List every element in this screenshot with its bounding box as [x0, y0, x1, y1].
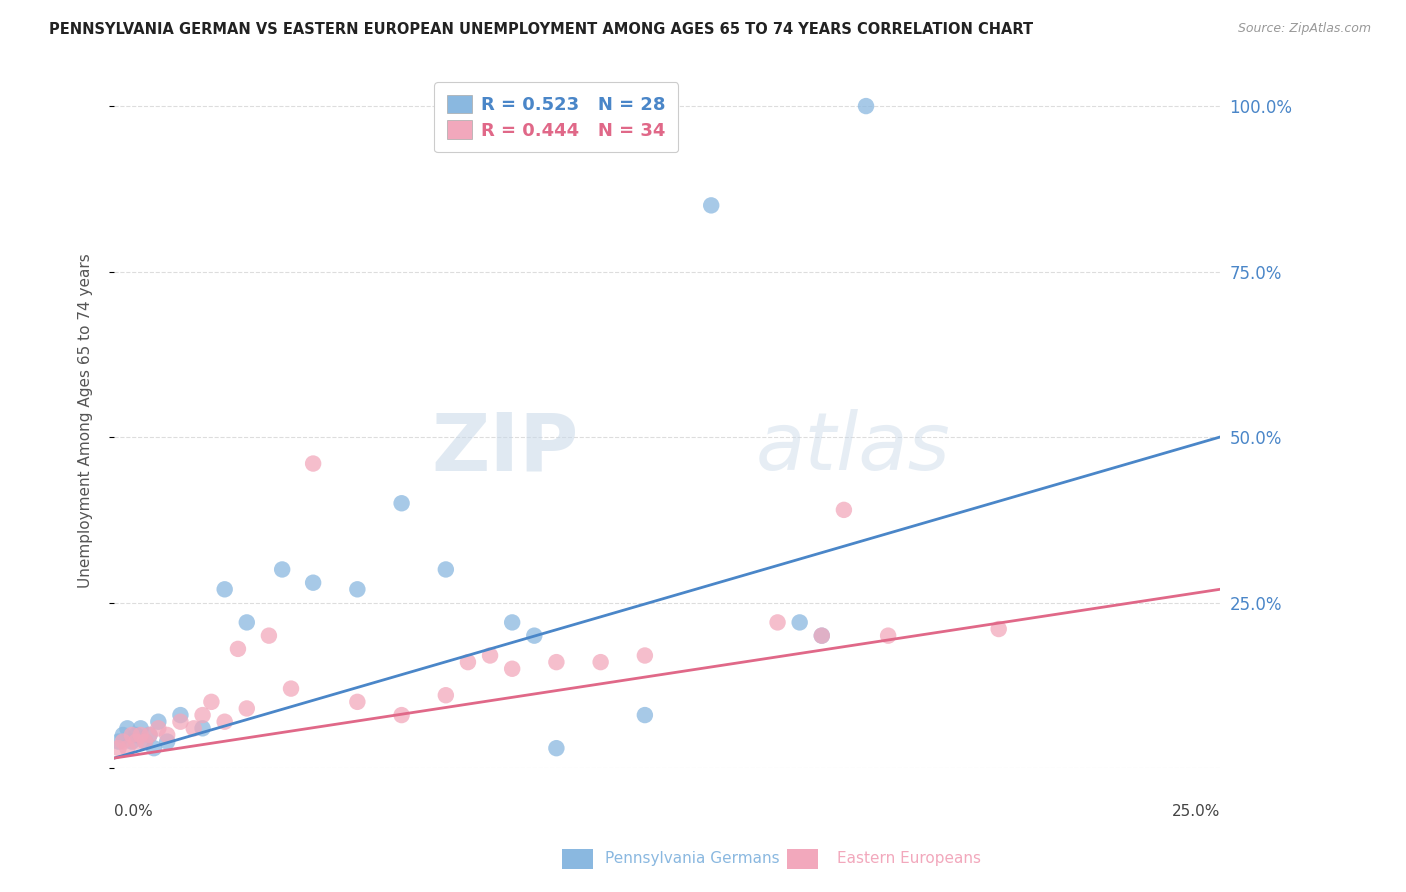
Point — [271, 562, 294, 576]
Y-axis label: Unemployment Among Ages 65 to 74 years: Unemployment Among Ages 65 to 74 years — [79, 253, 93, 588]
Point — [434, 562, 457, 576]
Point — [280, 681, 302, 696]
Point — [501, 662, 523, 676]
Point — [546, 741, 568, 756]
Point — [236, 701, 259, 715]
Point — [148, 722, 170, 736]
Point — [200, 695, 222, 709]
Point — [107, 734, 129, 748]
Point — [634, 648, 657, 663]
Text: atlas: atlas — [755, 409, 950, 487]
Legend: R = 0.523   N = 28, R = 0.444   N = 34: R = 0.523 N = 28, R = 0.444 N = 34 — [434, 82, 679, 153]
Point — [214, 714, 236, 729]
Point — [134, 734, 156, 748]
Point — [129, 728, 152, 742]
Text: Eastern Europeans: Eastern Europeans — [837, 851, 980, 865]
Point — [156, 734, 179, 748]
Point — [302, 457, 325, 471]
Point — [855, 99, 877, 113]
Point — [226, 641, 249, 656]
Point — [810, 629, 832, 643]
Point — [191, 708, 214, 723]
Point — [987, 622, 1010, 636]
Text: Pennsylvania Germans: Pennsylvania Germans — [605, 851, 779, 865]
Point — [134, 734, 156, 748]
Point — [214, 582, 236, 597]
Point — [236, 615, 259, 630]
Point — [257, 629, 280, 643]
Point — [634, 708, 657, 723]
Point — [832, 503, 855, 517]
Point — [479, 648, 502, 663]
Point — [107, 741, 129, 756]
Text: 0.0%: 0.0% — [114, 805, 153, 820]
Point — [766, 615, 789, 630]
Point — [138, 728, 160, 742]
Point — [391, 708, 413, 723]
Point — [523, 629, 546, 643]
Point — [191, 722, 214, 736]
Point — [810, 629, 832, 643]
Point — [434, 688, 457, 702]
Point — [346, 695, 368, 709]
Point — [501, 615, 523, 630]
Text: ZIP: ZIP — [432, 409, 578, 487]
Text: 25.0%: 25.0% — [1171, 805, 1220, 820]
Point — [700, 198, 723, 212]
Point — [877, 629, 900, 643]
Point — [391, 496, 413, 510]
Point — [169, 714, 191, 729]
Point — [546, 655, 568, 669]
Point — [302, 575, 325, 590]
Point — [589, 655, 612, 669]
Point — [121, 734, 143, 748]
Point — [125, 728, 148, 742]
Point — [142, 741, 165, 756]
Point — [125, 734, 148, 748]
Point — [138, 728, 160, 742]
Point — [156, 728, 179, 742]
Point — [117, 722, 139, 736]
Point — [121, 728, 143, 742]
Point — [111, 734, 134, 748]
Point — [129, 722, 152, 736]
Point — [148, 714, 170, 729]
Point — [117, 741, 139, 756]
Point — [169, 708, 191, 723]
Text: PENNSYLVANIA GERMAN VS EASTERN EUROPEAN UNEMPLOYMENT AMONG AGES 65 TO 74 YEARS C: PENNSYLVANIA GERMAN VS EASTERN EUROPEAN … — [49, 22, 1033, 37]
Point — [346, 582, 368, 597]
Point — [183, 722, 205, 736]
Point — [111, 728, 134, 742]
Point — [457, 655, 479, 669]
Text: Source: ZipAtlas.com: Source: ZipAtlas.com — [1237, 22, 1371, 36]
Point — [789, 615, 811, 630]
